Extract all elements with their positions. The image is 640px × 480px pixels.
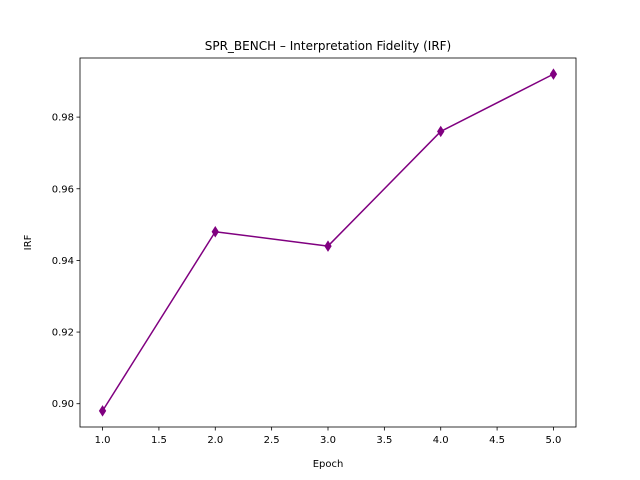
data-point-marker — [98, 405, 107, 417]
series-layer — [98, 68, 558, 417]
data-point-marker — [549, 68, 558, 80]
x-tick-label: 3.5 — [376, 435, 392, 446]
x-tick-label: 5.0 — [546, 435, 562, 446]
x-tick-label: 1.0 — [95, 435, 111, 446]
data-point-marker — [211, 226, 219, 238]
y-tick-label: 0.98 — [52, 113, 74, 124]
y-axis-ticks: 0.90 0.92 0.94 0.96 0.98 — [52, 113, 80, 410]
x-tick-label: 4.5 — [489, 435, 505, 446]
chart-title: SPR_BENCH – Interpretation Fidelity (IRF… — [205, 39, 452, 53]
x-tick-label: 4.0 — [433, 435, 449, 446]
y-tick-label: 0.94 — [52, 256, 74, 267]
y-tick-label: 0.96 — [52, 184, 74, 195]
y-tick-label: 0.90 — [52, 399, 74, 410]
y-axis-label: IRF — [23, 234, 34, 250]
x-tick-label: 3.0 — [320, 435, 336, 446]
data-point-marker — [437, 125, 445, 138]
x-axis-label: Epoch — [313, 459, 344, 470]
x-tick-label: 1.5 — [151, 435, 167, 446]
data-point-marker — [324, 240, 332, 252]
x-axis-ticks: 1.0 1.5 2.0 2.5 3.0 3.5 4.0 4.5 5.0 — [95, 427, 562, 446]
y-tick-label: 0.92 — [52, 328, 74, 339]
x-tick-label: 2.0 — [207, 435, 223, 446]
x-tick-label: 2.5 — [264, 435, 280, 446]
plot-frame — [79, 57, 577, 428]
